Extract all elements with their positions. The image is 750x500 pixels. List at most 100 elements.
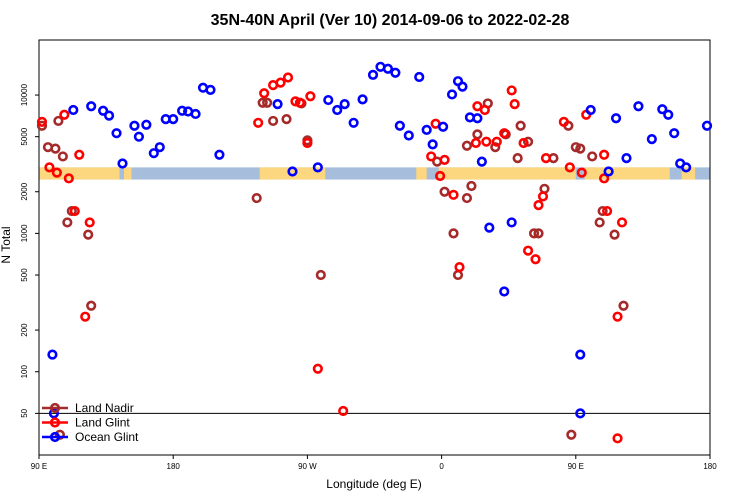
land-glint-point [530,254,541,265]
ocean-glint-point [585,104,596,116]
land-glint-point [84,217,95,228]
land-glint-point [80,311,91,322]
land-glint-point [509,99,520,110]
land-nadir-point [466,180,477,192]
land-glint-point [518,137,529,149]
ocean-glint-point [575,349,586,360]
x-axis: 90 E 180 90 W 0 90 E 180 [31,455,717,471]
ocean-glint-point [427,139,438,150]
land-glint-point [612,311,623,322]
land-glint-point [612,433,623,444]
ocean-glint-point [205,84,216,95]
x-tick-label: 180 [703,462,717,471]
ocean-glint-point [575,408,586,419]
land-nadir-point [86,300,97,311]
land-glint-point [602,205,613,217]
land-glint-point [44,162,55,173]
legend-label-land-glint: Land Glint [75,416,130,430]
land-nadir-point [609,229,620,240]
land-glint-point [69,205,80,217]
ocean-glint-point [133,131,145,142]
land-nadir-point [50,143,61,154]
y-tick-label: 50 [20,408,29,417]
ocean-glint-point [117,158,128,169]
ocean-glint-point [669,128,680,139]
y-tick-label: 1000 [20,224,29,242]
land-glint-point [435,170,446,182]
land-nadir-point [36,120,48,131]
x-tick-label: 90 E [568,462,584,471]
land-glint-point [439,154,450,165]
data-points [36,61,713,444]
ocean-glint-point [190,108,201,120]
land-glint-point [479,104,490,116]
land-glint-point [294,97,306,108]
ocean-glint-point [367,69,379,80]
land-nadir-point [461,140,473,151]
ocean-glint-point [610,113,622,124]
x-tick-label: 90 W [298,462,317,471]
ocean-glint-point [414,71,425,83]
y-axis: 50 100 200 500 1000 2000 5000 10000 [20,83,39,418]
ocean-glint-point [287,166,298,177]
land-strip-segment [584,167,670,180]
x-axis-label: Longitude (deg E) [326,477,421,491]
land-nadir-point [262,97,273,108]
chart-title: 35N-40N April (Ver 10) 2014-09-06 to 202… [211,12,570,29]
ocean-glint-point [312,162,323,173]
land-glint-point [599,173,610,184]
ocean-glint-point [339,99,350,110]
land-nadir-point [461,192,473,204]
ocean-glint-point [484,222,495,233]
ocean-glint-point [141,119,152,130]
land-glint-point [338,405,349,417]
x-tick-label: 180 [167,462,181,471]
land-nadir-point [53,115,64,127]
ocean-glint-point [476,156,487,167]
ocean-glint-point [633,101,644,112]
ocean-glint-point [394,120,405,131]
land-strip-segment [259,167,326,180]
x-tick-label: 0 [439,462,444,471]
land-glint-point [259,88,270,99]
land-glint-point [522,245,534,256]
land-nadir-point [281,114,292,125]
ocean-glint-point [390,67,401,78]
ocean-glint-point [177,105,188,116]
land-glint-point [564,162,575,173]
land-glint-point [576,167,587,178]
ocean-glint-point [681,162,692,173]
land-nadir-point [597,205,608,217]
land-nadir-point [54,429,65,440]
ocean-glint-point [47,349,58,360]
ocean-glint-point [701,120,713,131]
ocean-glint-point [154,142,165,153]
land-nadir-point [533,228,544,239]
land-glint-point [253,117,264,128]
land-glint-point [481,136,492,147]
land-nadir-point [594,217,605,228]
land-glint-point [59,109,70,120]
land-glint-point [506,85,517,96]
ocean-glint-point [421,124,432,135]
ocean-glint-point [499,286,510,297]
land-nadir-point [439,186,450,197]
land-nadir-point [566,429,577,440]
y-axis-label: N Total [0,226,13,263]
ocean-glint-point [472,113,483,124]
ocean-glint-point [382,63,394,74]
land-nadir-point [62,217,73,228]
ocean-glint-point [111,128,122,139]
land-glint-point [426,151,437,162]
ocean-glint-point [657,104,668,115]
y-tick-label: 10000 [20,83,29,106]
land-nadir-point [528,228,540,239]
land-glint-point [51,167,62,178]
land-glint-point [454,262,465,273]
legend-marker-land-nadir [49,402,61,414]
land-glint-point [312,363,323,374]
land-nadir-point [257,97,268,108]
land-nadir-point [575,143,586,154]
ocean-glint-point [103,110,115,121]
